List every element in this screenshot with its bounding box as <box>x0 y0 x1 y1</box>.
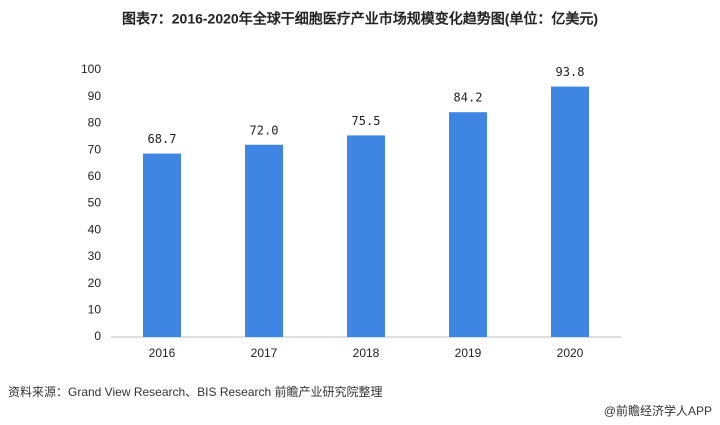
bar <box>449 112 487 337</box>
x-tick-label: 2017 <box>251 346 278 360</box>
x-tick-label: 2016 <box>149 346 176 360</box>
x-tick-label: 2019 <box>455 346 482 360</box>
bar <box>551 86 589 337</box>
y-tick-label: 60 <box>88 169 102 183</box>
y-tick-label: 40 <box>88 222 102 236</box>
value-label: 72.0 <box>250 123 279 137</box>
value-label: 75.5 <box>352 114 381 128</box>
x-tick-label: 2020 <box>557 346 584 360</box>
x-tick-label: 2018 <box>353 346 380 360</box>
footer: @前瞻经济学人APP <box>604 403 712 418</box>
y-tick-label: 100 <box>81 62 101 76</box>
y-tick-label: 30 <box>88 249 102 263</box>
y-tick-label: 0 <box>94 329 101 343</box>
y-tick-label: 80 <box>88 116 102 130</box>
value-label: 84.2 <box>454 91 483 105</box>
chart-title: 图表7：2016-2020年全球干细胞医疗产业市场规模变化趋势图(单位：亿美元) <box>122 11 598 27</box>
bar <box>143 153 181 337</box>
bar <box>347 135 385 337</box>
y-tick-label: 50 <box>88 196 102 210</box>
source-note: 资料来源：Grand View Research、BIS Research 前瞻… <box>8 384 383 399</box>
y-tick-label: 20 <box>88 276 102 290</box>
y-tick-label: 70 <box>88 142 102 156</box>
y-tick-label: 10 <box>88 302 102 316</box>
bar <box>245 144 283 337</box>
value-label: 93.8 <box>556 65 585 79</box>
y-tick-label: 90 <box>88 89 102 103</box>
value-label: 68.7 <box>148 132 177 146</box>
